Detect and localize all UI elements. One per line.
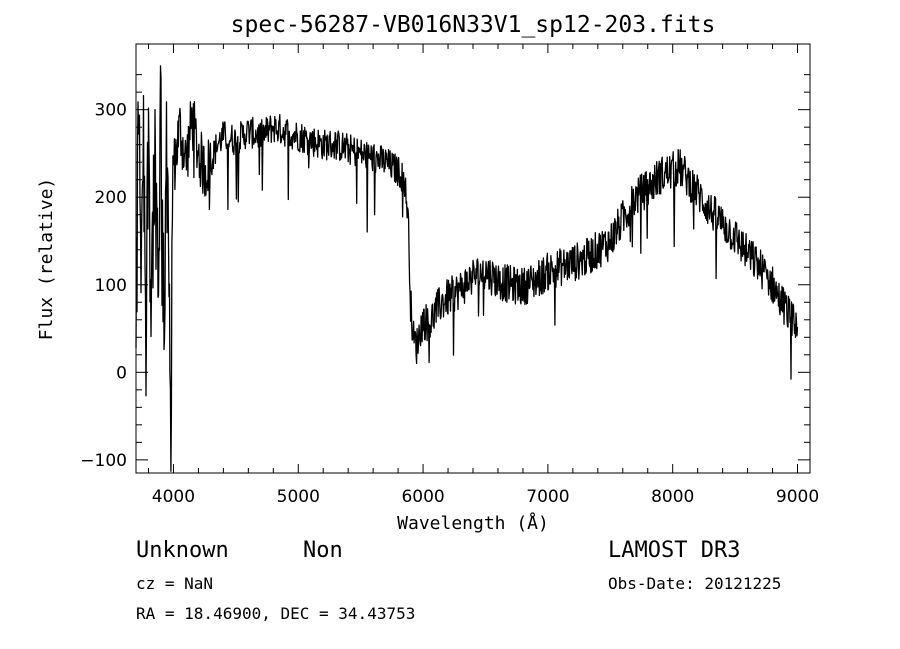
coordinates: RA = 18.46900, DEC = 34.43753 bbox=[136, 604, 416, 623]
x-axis: 4000 5000 6000 7000 8000 9000 bbox=[147, 44, 819, 507]
y-tick-label: 200 bbox=[95, 188, 127, 208]
x-tick-label: 6000 bbox=[401, 487, 444, 507]
plot-frame bbox=[135, 43, 811, 474]
obs-date: Obs-Date: 20121225 bbox=[608, 574, 782, 593]
y-tick-label: 100 bbox=[95, 276, 127, 296]
survey-name: LAMOST DR3 bbox=[608, 538, 741, 563]
object-class: Unknown bbox=[136, 538, 229, 563]
y-axis-label: Flux (relative) bbox=[36, 178, 57, 341]
chart-title: spec-56287-VB016N33V1_sp12-203.fits bbox=[231, 12, 716, 38]
y-axis: −100 0 100 200 300 bbox=[80, 74, 810, 471]
x-tick-label: 5000 bbox=[277, 487, 320, 507]
x-tick-label: 7000 bbox=[526, 487, 569, 507]
y-tick-label: −100 bbox=[80, 451, 127, 471]
x-axis-label: Wavelength (Å) bbox=[397, 512, 549, 534]
x-tick-label: 4000 bbox=[152, 487, 195, 507]
x-tick-label: 8000 bbox=[651, 487, 694, 507]
redshift-value: cz = NaN bbox=[136, 574, 214, 593]
x-tick-label: 9000 bbox=[776, 487, 819, 507]
spectrum-line bbox=[135, 65, 799, 472]
object-subclass: Non bbox=[303, 538, 343, 563]
y-tick-label: 0 bbox=[116, 363, 127, 383]
y-tick-label: 300 bbox=[95, 101, 127, 121]
